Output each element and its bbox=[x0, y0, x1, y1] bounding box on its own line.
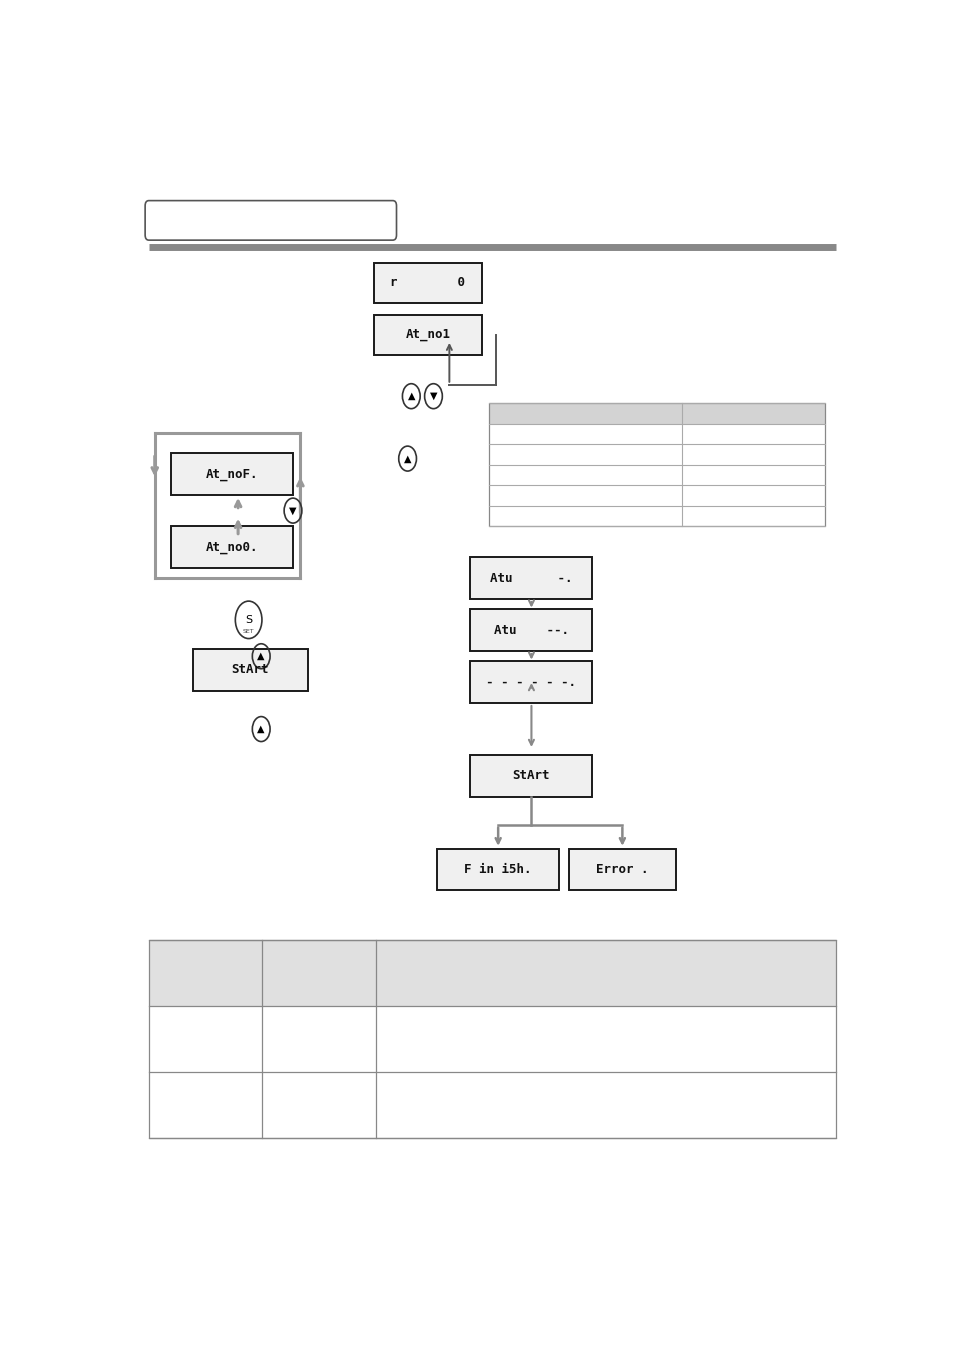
FancyBboxPatch shape bbox=[145, 200, 396, 240]
Text: StArt: StArt bbox=[232, 663, 269, 677]
FancyBboxPatch shape bbox=[171, 526, 293, 567]
FancyBboxPatch shape bbox=[470, 558, 592, 598]
Text: ▼: ▼ bbox=[289, 505, 296, 516]
Text: Error .: Error . bbox=[596, 863, 648, 875]
Bar bbox=[488, 404, 824, 526]
Bar bbox=[488, 404, 824, 424]
Text: ▲: ▲ bbox=[257, 724, 265, 734]
Text: ▲: ▲ bbox=[403, 454, 411, 463]
FancyBboxPatch shape bbox=[171, 454, 293, 494]
Text: - - - - - -.: - - - - - -. bbox=[486, 676, 576, 689]
Text: At_noF.: At_noF. bbox=[206, 467, 258, 481]
FancyBboxPatch shape bbox=[470, 662, 592, 703]
Text: F in i5h.: F in i5h. bbox=[464, 863, 532, 875]
Text: Atu      -.: Atu -. bbox=[490, 571, 572, 585]
Text: r        0: r 0 bbox=[390, 277, 465, 289]
Text: SET: SET bbox=[243, 628, 254, 634]
FancyBboxPatch shape bbox=[470, 609, 592, 651]
Bar bbox=[149, 940, 836, 1138]
Text: ▼: ▼ bbox=[429, 392, 436, 401]
FancyBboxPatch shape bbox=[470, 755, 592, 797]
Text: Atu    --.: Atu --. bbox=[494, 624, 568, 636]
FancyBboxPatch shape bbox=[374, 315, 481, 354]
FancyBboxPatch shape bbox=[568, 848, 676, 890]
Bar bbox=[149, 940, 836, 1006]
Text: ▲: ▲ bbox=[257, 651, 265, 661]
FancyBboxPatch shape bbox=[374, 263, 481, 303]
Text: StArt: StArt bbox=[512, 769, 550, 782]
Text: At_no0.: At_no0. bbox=[206, 540, 258, 554]
FancyBboxPatch shape bbox=[436, 848, 558, 890]
Text: ▲: ▲ bbox=[407, 392, 415, 401]
Text: At_no1: At_no1 bbox=[405, 328, 450, 342]
FancyBboxPatch shape bbox=[193, 648, 308, 690]
Text: S: S bbox=[245, 615, 252, 626]
